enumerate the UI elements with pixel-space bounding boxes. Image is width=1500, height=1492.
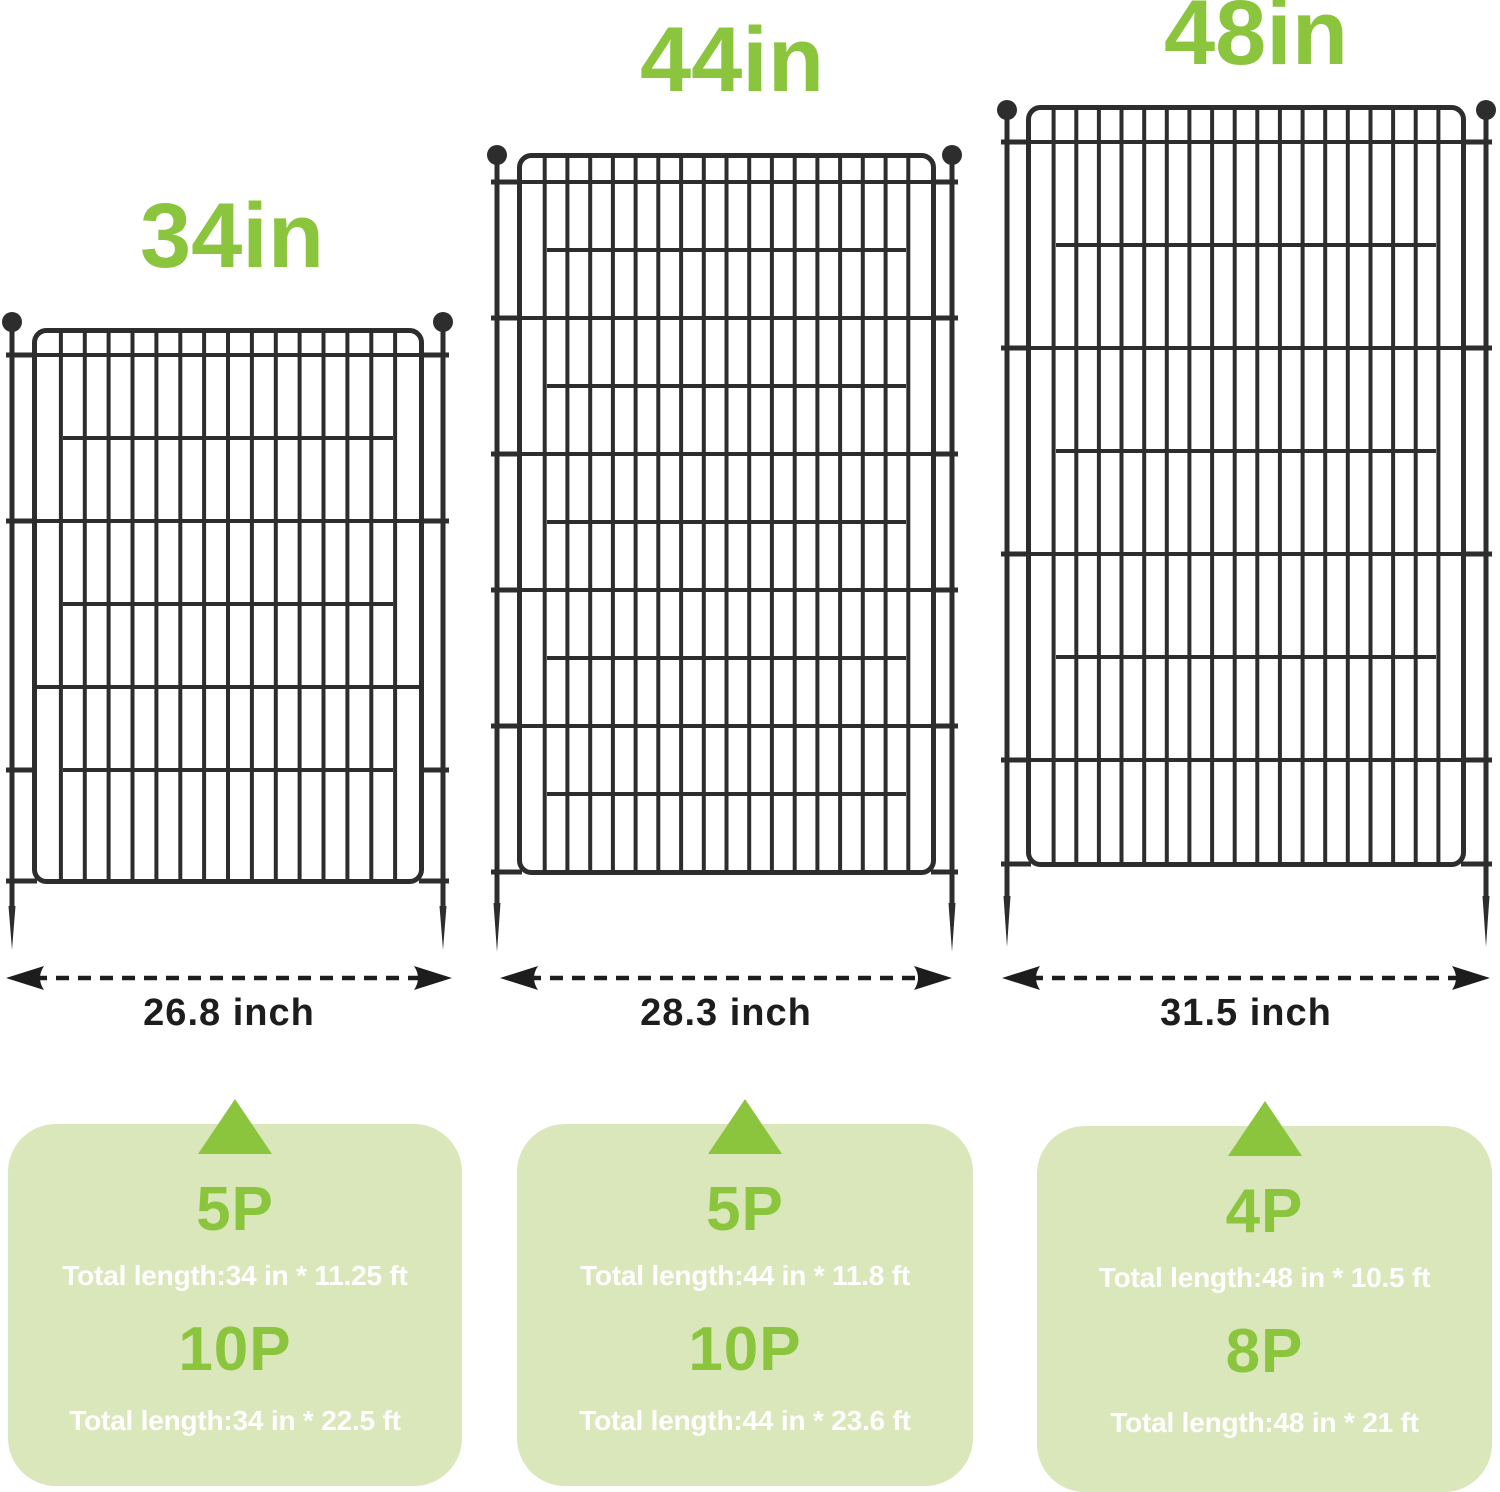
ball-finial-left: [487, 145, 507, 165]
pack-quantity: 5P: [706, 1175, 784, 1244]
fence-illustration-44in: [487, 145, 962, 952]
panel-rails: [37, 353, 419, 772]
stake-tip-right: [439, 906, 447, 950]
panel-rails: [522, 180, 931, 796]
pack-total-length: Total length:48 in * 21 ft: [1110, 1407, 1419, 1438]
up-triangle-icon: [1227, 1101, 1302, 1156]
pack-total-length: Total length:34 in * 22.5 ft: [69, 1405, 401, 1436]
width-label-48in: 31.5 inch: [1160, 992, 1332, 1034]
pack-total-length: Total length:44 in * 11.8 ft: [580, 1260, 910, 1291]
ball-finial-left: [2, 312, 22, 332]
stake-tip-left: [8, 906, 16, 950]
panel-rails: [1031, 140, 1461, 762]
arrowhead-right: [1452, 966, 1490, 990]
panel-frame: [32, 328, 424, 884]
height-label-44in: 44in: [639, 9, 825, 111]
width-label-34in: 26.8 inch: [143, 992, 315, 1034]
pack-quantity: 10P: [178, 1315, 292, 1384]
ball-finial-right: [942, 145, 962, 165]
fence-illustration-34in: [2, 312, 453, 950]
stake-tip-right: [948, 903, 956, 952]
pack-info-card-44in: 5P Total length:44 in * 11.8 ft 10P Tota…: [517, 1099, 973, 1486]
pack-quantity: 5P: [196, 1175, 274, 1244]
stake-hooks: [491, 179, 958, 875]
arrowhead-left: [500, 966, 538, 990]
pack-quantity: 8P: [1225, 1317, 1304, 1386]
pack-total-length: Total length:44 in * 23.6 ft: [579, 1405, 911, 1436]
width-arrow-48in: [1002, 966, 1490, 990]
panel-vertical-bars: [542, 158, 911, 870]
arrowhead-left: [1002, 966, 1040, 990]
height-label-34in: 34in: [139, 185, 325, 287]
stake-hooks: [1001, 139, 1492, 867]
stake-tip-right: [1482, 896, 1490, 947]
panel-frame: [1026, 105, 1466, 867]
ball-finial-left: [997, 100, 1017, 120]
width-label-44in: 28.3 inch: [640, 992, 812, 1034]
panel-vertical-bars: [1051, 110, 1441, 862]
panel-frame: [517, 153, 936, 875]
arrowhead-left: [6, 966, 44, 990]
pack-total-length: Total length:34 in * 11.25 ft: [62, 1260, 408, 1291]
arrowhead-right: [414, 966, 452, 990]
stake-hooks: [6, 352, 449, 884]
stake-tip-left: [1003, 896, 1011, 947]
stake-tip-left: [493, 903, 501, 952]
pack-quantity: 10P: [688, 1315, 802, 1384]
pack-info-card-48in: 4P Total length:48 in * 10.5 ft 8P Total…: [1037, 1101, 1492, 1492]
width-arrow-44in: [500, 966, 952, 990]
fence-illustration-48in: [997, 100, 1496, 947]
pack-total-length: Total length:48 in * 10.5 ft: [1098, 1262, 1431, 1293]
up-triangle-icon: [198, 1099, 272, 1154]
width-arrow-34in: [6, 966, 452, 990]
arrowhead-right: [914, 966, 952, 990]
ball-finial-right: [1476, 100, 1496, 120]
ball-finial-right: [433, 312, 453, 332]
up-triangle-icon: [708, 1099, 782, 1154]
pack-quantity: 4P: [1225, 1177, 1304, 1246]
height-label-48in: 48in: [1163, 0, 1349, 84]
pack-info-card-34in: 5P Total length:34 in * 11.25 ft 10P Tot…: [8, 1099, 462, 1486]
